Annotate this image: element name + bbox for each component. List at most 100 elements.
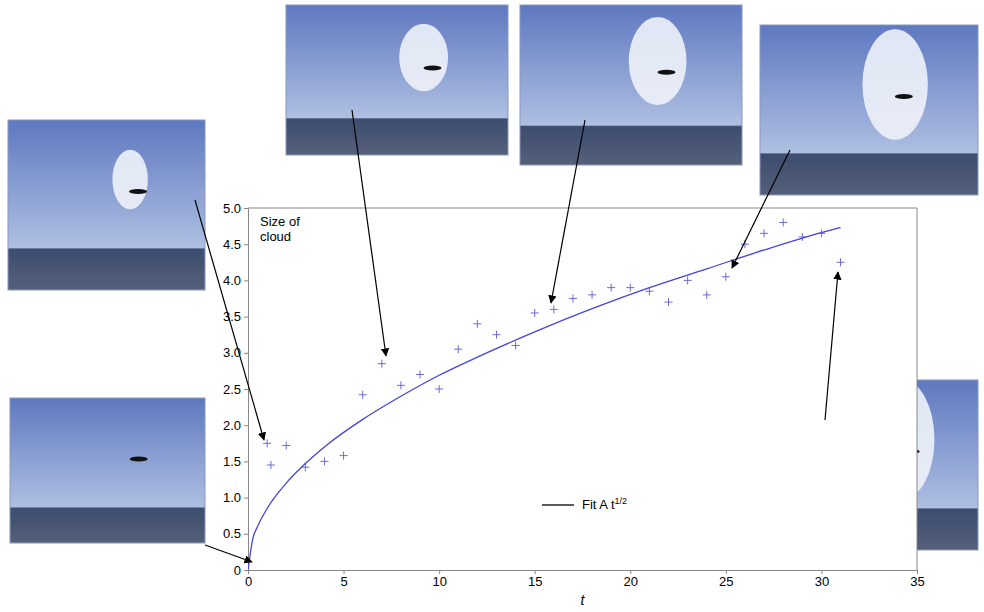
plot-area	[248, 218, 845, 570]
x-tick-label: 10	[432, 574, 446, 589]
photo-plane	[129, 189, 147, 194]
x-tick-label: 30	[815, 574, 829, 589]
y-tick-mark	[244, 208, 248, 209]
arrow	[205, 545, 252, 562]
point	[703, 291, 711, 299]
y-tick-mark	[244, 461, 248, 462]
y-tick-mark	[244, 534, 248, 535]
y-tick-label: 1.5	[223, 454, 241, 469]
fit-line	[248, 228, 841, 570]
y-tick-mark	[244, 244, 248, 245]
plot-background	[248, 208, 917, 570]
y-tick-mark	[244, 425, 248, 426]
x-tick: 35	[910, 570, 924, 589]
y-tick: 1.0	[223, 490, 248, 505]
x-tick-label: 25	[719, 574, 733, 589]
y-tick-label: 5.0	[223, 201, 241, 216]
arrow	[551, 120, 585, 303]
x-tick-label: 35	[910, 574, 924, 589]
y-tick-label: 0.5	[223, 526, 241, 541]
point	[267, 461, 275, 469]
point	[492, 331, 500, 339]
y-tick: 2.5	[223, 382, 248, 397]
y-tick: 0.5	[223, 526, 248, 541]
point	[359, 391, 367, 399]
y-tick-label: 3.0	[223, 345, 241, 360]
photo	[760, 25, 978, 195]
point	[263, 439, 271, 447]
photo-plane	[130, 456, 148, 461]
y-tick-mark	[244, 317, 248, 318]
point	[837, 258, 845, 266]
arrow	[195, 200, 264, 440]
scatter-series	[263, 218, 844, 471]
photo-plane	[424, 66, 442, 71]
x-tick-label: 15	[528, 574, 542, 589]
photo	[8, 120, 205, 290]
photo-plane	[895, 94, 913, 99]
y-tick: 4.0	[223, 273, 248, 288]
x-tick: 0	[245, 570, 252, 589]
point	[320, 457, 328, 465]
y-tick-label: 3.5	[223, 309, 241, 324]
y-tick-label: 4.5	[223, 237, 241, 252]
point	[760, 229, 768, 237]
photo-frame	[760, 25, 978, 195]
y-tick: 5.0	[223, 201, 248, 216]
x-tick: 25	[719, 570, 733, 589]
x-tick: 10	[432, 570, 446, 589]
photo	[10, 398, 205, 543]
photo-cloud	[862, 29, 927, 140]
point	[607, 284, 615, 292]
point	[779, 218, 787, 226]
y-axis-title: Size ofcloud	[260, 214, 300, 244]
y-tick-label: 1.0	[223, 490, 241, 505]
legend-label: Fit A t1/2	[582, 496, 627, 512]
point	[626, 284, 634, 292]
point	[512, 342, 520, 350]
y-tick-label: 2.5	[223, 382, 241, 397]
y-tick-mark	[244, 280, 248, 281]
chart: 0510152025303500.51.01.52.02.53.03.54.04…	[0, 0, 984, 612]
point	[473, 320, 481, 328]
point	[588, 291, 596, 299]
legend: Fit A t1/2	[542, 496, 627, 512]
plot-frame-right	[917, 208, 918, 570]
arrow	[352, 110, 386, 356]
y-tick-mark	[244, 498, 248, 499]
x-axis: 05101520253035	[245, 570, 925, 589]
y-tick: 2.0	[223, 418, 248, 433]
y-tick-label: 2.0	[223, 418, 241, 433]
y-tick: 1.5	[223, 454, 248, 469]
y-tick-mark	[244, 389, 248, 390]
x-axis-title: t	[581, 592, 586, 608]
point	[340, 452, 348, 460]
photo	[286, 5, 508, 155]
point	[454, 345, 462, 353]
photo-frame	[10, 398, 205, 543]
y-axis-line	[244, 209, 249, 571]
plot-frame-top	[248, 208, 917, 209]
point	[550, 305, 558, 313]
x-tick-label: 20	[624, 574, 638, 589]
x-tick: 30	[815, 570, 829, 589]
point	[416, 371, 424, 379]
arrow	[732, 150, 790, 268]
photo-frame	[8, 120, 205, 290]
point	[684, 276, 692, 284]
legend-swatch	[542, 504, 574, 505]
point	[569, 295, 577, 303]
y-tick-label: 0	[234, 563, 241, 578]
photo-cloud	[629, 17, 687, 105]
arrows	[195, 110, 838, 562]
point	[282, 441, 290, 449]
x-tick-label: 0	[245, 574, 252, 589]
arrow	[825, 272, 838, 420]
point	[665, 298, 673, 306]
y-tick: 0	[234, 563, 248, 578]
y-axis: 0 0.5 1.0 1.5 2.0 2.5 3.0 3.5 4.0 4.5 5.0	[223, 201, 249, 578]
photo-cloud	[112, 150, 147, 210]
x-tick: 15	[528, 570, 542, 589]
point	[435, 385, 443, 393]
y-tick: 4.5	[223, 237, 248, 252]
